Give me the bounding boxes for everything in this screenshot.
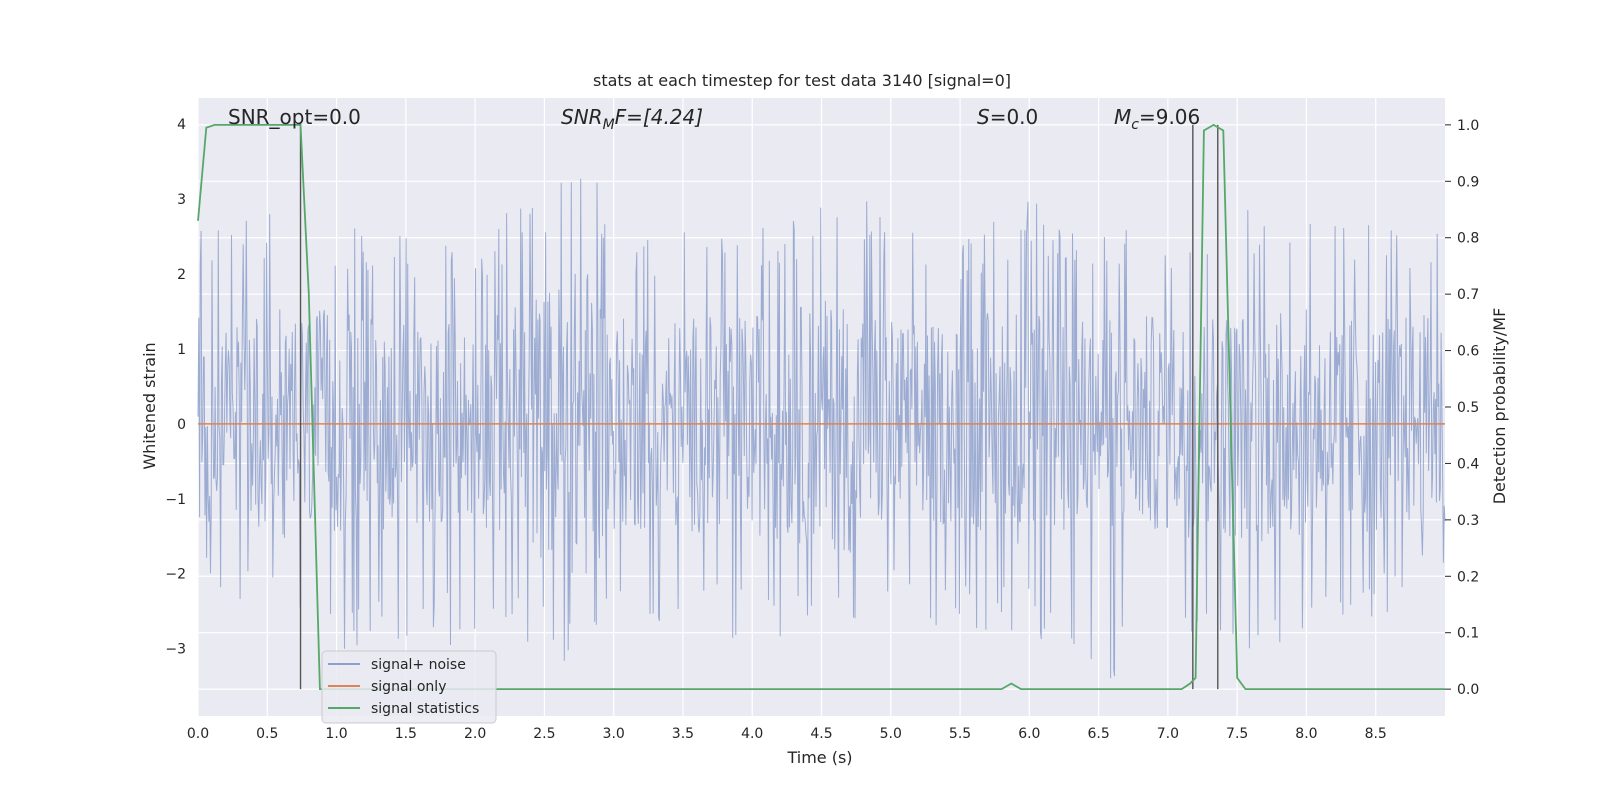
y-tick-label: 2 (177, 267, 186, 283)
legend-box (321, 650, 497, 724)
x-tick-label: 3.5 (672, 726, 694, 742)
y2-tick-label: 0.7 (1457, 287, 1479, 303)
y-tick-label: 4 (177, 117, 186, 133)
legend-label-stats: signal statistics (371, 701, 479, 717)
x-tick-label: 2.5 (533, 726, 555, 742)
annotation-mc-sub: c (1131, 117, 1139, 133)
y-tick-label: 1 (177, 342, 186, 358)
y2-axis-ticks: 1.0 0.9 0.8 0.7 0.6 0.5 0.4 0.3 0.2 0.1 0.0 (1445, 118, 1479, 698)
y2-tick-label: 1.0 (1457, 118, 1479, 134)
annotation-s: S=0.0 (977, 105, 1038, 129)
legend: signal+ noise signal only signal statist… (321, 650, 497, 724)
legend-label-noise: signal+ noise (371, 657, 466, 673)
x-tick-label: 2.0 (464, 726, 486, 742)
y2-tick-label: 0.0 (1457, 682, 1479, 698)
x-tick-label: 1.0 (325, 726, 347, 742)
y-axis-label: Whitened strain (140, 342, 159, 469)
x-tick-label: 5.5 (949, 726, 971, 742)
signal-noise-series (197, 178, 1446, 679)
annotation-snr-mf: SNRMF=[4.24] (561, 105, 703, 133)
x-tick-label: 0.0 (187, 726, 209, 742)
x-tick-label: 8.0 (1295, 726, 1317, 742)
y2-tick-label: 0.1 (1457, 626, 1479, 642)
signal-statistics-series (197, 123, 1445, 690)
y-axis-ticks: 4 3 2 1 0 −1 −2 −3 (165, 117, 186, 657)
y-tick-label: −2 (165, 567, 186, 583)
y2-tick-label: 0.6 (1457, 344, 1479, 360)
x-tick-label: 6.0 (1018, 726, 1040, 742)
x-axis-label: Time (s) (786, 748, 852, 767)
annotation-mc-rest: =9.06 (1139, 105, 1200, 129)
annotation-snr-mf-rest: F=[4.24] (615, 105, 703, 129)
y2-tick-label: 0.4 (1457, 456, 1479, 472)
y-tick-label: 3 (177, 192, 186, 208)
x-tick-label: 6.5 (1087, 726, 1109, 742)
annotation-s-main: S (977, 105, 990, 129)
legend-label-signal-only: signal only (371, 679, 446, 695)
x-tick-label: 5.0 (880, 726, 902, 742)
signal-noise-trace (197, 178, 1446, 679)
annotation-snr-mf-sub: M (603, 117, 615, 133)
y2-tick-label: 0.3 (1457, 513, 1479, 529)
x-tick-label: 8.5 (1365, 726, 1387, 742)
x-tick-label: 4.5 (810, 726, 832, 742)
x-tick-label: 0.5 (256, 726, 278, 742)
annotation-mc: Mc=9.06 (1114, 105, 1200, 133)
vertical-markers (299, 124, 1219, 690)
annotation-snr-opt: SNR_opt=0.0 (228, 105, 361, 129)
x-axis-ticks: 0.0 0.5 1.0 1.5 2.0 2.5 3.0 3.5 4.0 4.5 5.0 5.5 6.0 6… (187, 726, 1387, 742)
annotation-s-rest: =0.0 (990, 105, 1039, 129)
annotation-snr-mf-main: SNR (561, 105, 603, 129)
y2-tick-label: 0.9 (1457, 174, 1479, 190)
y-tick-label: −1 (165, 492, 186, 508)
x-tick-label: 3.0 (603, 726, 625, 742)
x-tick-label: 7.0 (1157, 726, 1179, 742)
chart-title: stats at each timestep for test data 314… (593, 71, 1011, 90)
y2-axis-label: Detection probability/MF (1490, 308, 1509, 505)
y2-tick-label: 0.8 (1457, 231, 1479, 247)
x-tick-label: 7.5 (1226, 726, 1248, 742)
y-tick-label: −3 (165, 642, 186, 658)
y-tick-label: 0 (177, 417, 186, 433)
x-tick-label: 1.5 (395, 726, 417, 742)
y2-tick-label: 0.2 (1457, 569, 1479, 585)
annotation-mc-main: M (1114, 105, 1131, 129)
x-tick-label: 4.0 (741, 726, 763, 742)
y2-tick-label: 0.5 (1457, 400, 1479, 416)
